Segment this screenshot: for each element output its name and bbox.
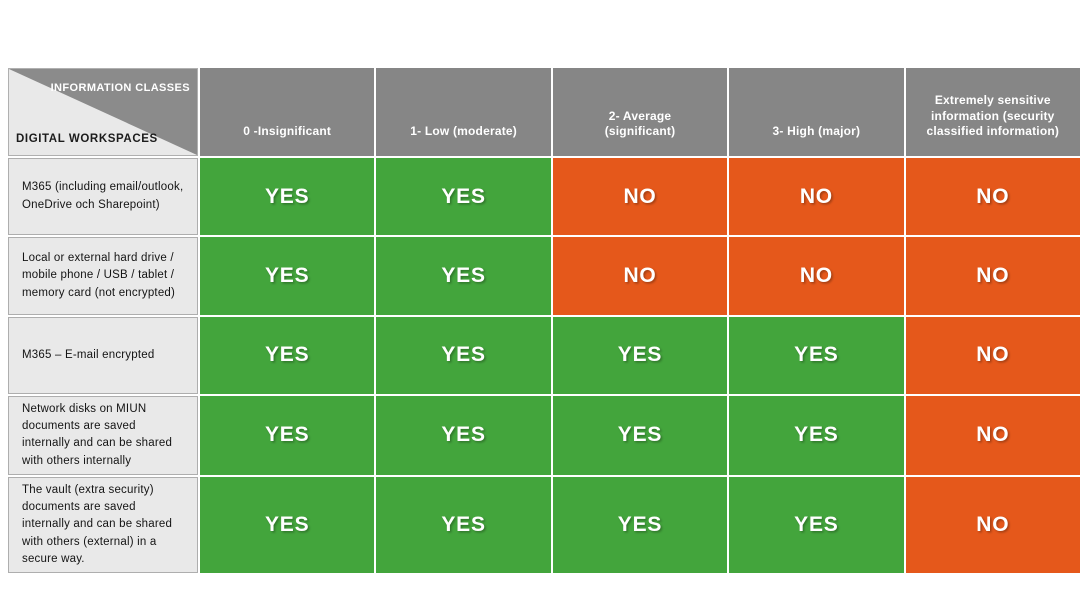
table-cell: NO (905, 158, 1080, 236)
table-cell: YES (376, 158, 551, 236)
table-corner-cell: INFORMATION CLASSES DIGITAL WORKSPACES (8, 68, 198, 156)
table-cell: YES (552, 476, 728, 573)
table-cell: NO (729, 237, 904, 315)
column-header-extremely-sensitive: Extremely sensitive information (securit… (905, 68, 1080, 156)
column-header-high: 3- High (major) (729, 68, 904, 156)
table-cell: YES (729, 476, 904, 573)
row-label-m365: M365 (including email/outlook, OneDrive … (8, 158, 198, 236)
table-cell: YES (376, 316, 551, 394)
table-cell: NO (905, 476, 1080, 573)
column-header-low: 1- Low (moderate) (376, 68, 551, 156)
table-cell: YES (729, 316, 904, 394)
row-label-m365-email-encrypted: M365 – E-mail encrypted (8, 316, 198, 394)
table-cell: NO (905, 316, 1080, 394)
corner-bottom-label: DIGITAL WORKSPACES (16, 133, 158, 145)
table-cell: YES (552, 316, 728, 394)
table-cell: YES (200, 316, 375, 394)
row-label-the-vault: The vault (extra security) documents are… (8, 476, 198, 573)
corner-top-label: INFORMATION CLASSES (50, 82, 190, 94)
table-cell: YES (200, 476, 375, 573)
table-cell: YES (200, 158, 375, 236)
table-cell: YES (376, 476, 551, 573)
row-label-local-external-drive: Local or external hard drive / mobile ph… (8, 237, 198, 315)
row-label-network-disks: Network disks on MIUN documents are save… (8, 395, 198, 475)
table-cell: NO (905, 237, 1080, 315)
table-cell: YES (552, 395, 728, 475)
table-cell: YES (729, 395, 904, 475)
table-cell: YES (200, 395, 375, 475)
table-cell: YES (376, 395, 551, 475)
table-cell: NO (729, 158, 904, 236)
table-cell: NO (552, 237, 728, 315)
table-cell: YES (200, 237, 375, 315)
table-cell: NO (905, 395, 1080, 475)
table-cell: YES (376, 237, 551, 315)
column-header-insignificant: 0 -Insignificant (200, 68, 375, 156)
column-header-average: 2- Average (significant) (552, 68, 728, 156)
table-cell: NO (552, 158, 728, 236)
classification-table: INFORMATION CLASSES DIGITAL WORKSPACES 0… (8, 68, 1080, 573)
